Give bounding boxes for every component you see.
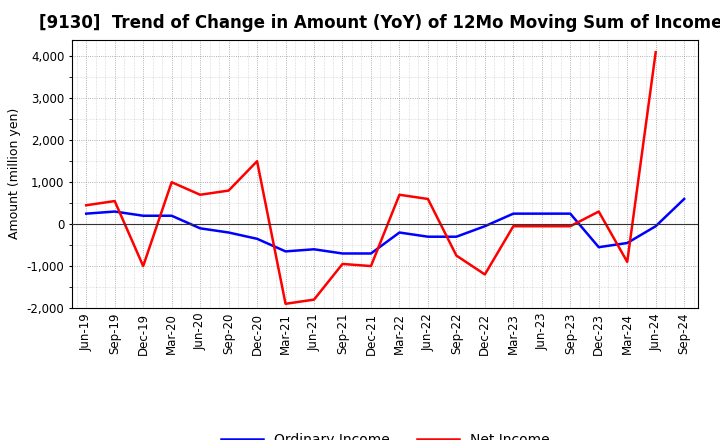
Net Income bbox=[225, 188, 233, 193]
Net Income bbox=[310, 297, 318, 302]
Ordinary Income bbox=[652, 224, 660, 229]
Net Income bbox=[566, 224, 575, 229]
Ordinary Income bbox=[680, 196, 688, 202]
Title: [9130]  Trend of Change in Amount (YoY) of 12Mo Moving Sum of Incomes: [9130] Trend of Change in Amount (YoY) o… bbox=[38, 15, 720, 33]
Ordinary Income bbox=[253, 236, 261, 242]
Net Income bbox=[196, 192, 204, 198]
Ordinary Income bbox=[566, 211, 575, 216]
Net Income bbox=[366, 264, 375, 269]
Ordinary Income bbox=[480, 224, 489, 229]
Ordinary Income bbox=[338, 251, 347, 256]
Line: Ordinary Income: Ordinary Income bbox=[86, 199, 684, 253]
Ordinary Income bbox=[595, 245, 603, 250]
Net Income bbox=[423, 196, 432, 202]
Ordinary Income bbox=[167, 213, 176, 218]
Ordinary Income bbox=[395, 230, 404, 235]
Net Income bbox=[338, 261, 347, 267]
Net Income bbox=[395, 192, 404, 198]
Ordinary Income bbox=[282, 249, 290, 254]
Line: Net Income: Net Income bbox=[86, 52, 656, 304]
Ordinary Income bbox=[423, 234, 432, 239]
Ordinary Income bbox=[366, 251, 375, 256]
Ordinary Income bbox=[82, 211, 91, 216]
Ordinary Income bbox=[196, 226, 204, 231]
Net Income bbox=[509, 224, 518, 229]
Legend: Ordinary Income, Net Income: Ordinary Income, Net Income bbox=[215, 428, 555, 440]
Net Income bbox=[110, 198, 119, 204]
Net Income bbox=[139, 264, 148, 269]
Ordinary Income bbox=[623, 240, 631, 246]
Net Income bbox=[595, 209, 603, 214]
Net Income bbox=[82, 202, 91, 208]
Ordinary Income bbox=[509, 211, 518, 216]
Ordinary Income bbox=[537, 211, 546, 216]
Net Income bbox=[253, 158, 261, 164]
Net Income bbox=[480, 272, 489, 277]
Ordinary Income bbox=[139, 213, 148, 218]
Net Income bbox=[167, 180, 176, 185]
Ordinary Income bbox=[110, 209, 119, 214]
Net Income bbox=[623, 259, 631, 264]
Ordinary Income bbox=[310, 247, 318, 252]
Net Income bbox=[537, 224, 546, 229]
Y-axis label: Amount (million yen): Amount (million yen) bbox=[8, 108, 21, 239]
Ordinary Income bbox=[225, 230, 233, 235]
Ordinary Income bbox=[452, 234, 461, 239]
Net Income bbox=[452, 253, 461, 258]
Net Income bbox=[282, 301, 290, 306]
Net Income bbox=[652, 50, 660, 55]
